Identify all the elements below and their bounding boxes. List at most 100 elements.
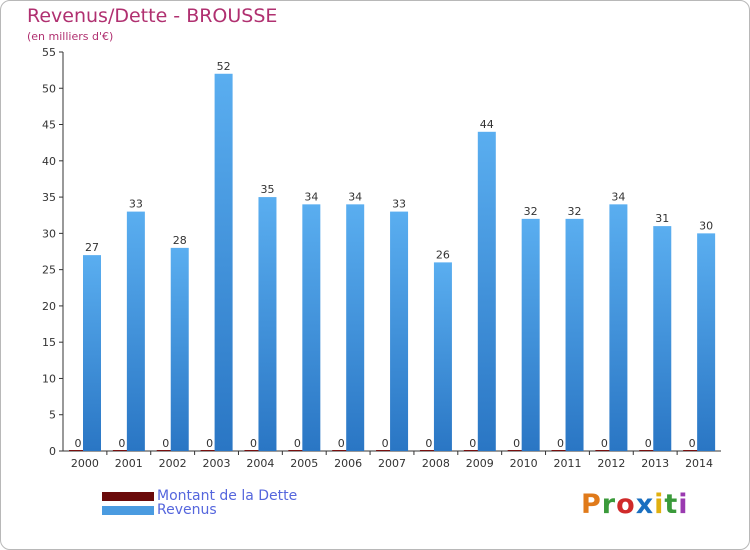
bar-dette	[463, 450, 482, 451]
bar-revenus	[565, 218, 584, 451]
data-label-revenus: 32	[568, 205, 582, 218]
data-label-revenus: 34	[304, 190, 318, 203]
x-tick-label: 2003	[203, 457, 231, 470]
legend-swatch-dette	[102, 491, 154, 501]
data-label-revenus: 34	[611, 190, 625, 203]
x-tick-label: 2002	[159, 457, 187, 470]
data-label-dette: 0	[601, 437, 608, 450]
bar-revenus	[214, 73, 233, 451]
bar-revenus	[521, 218, 540, 451]
data-label-dette: 0	[75, 437, 82, 450]
data-label-dette: 0	[338, 437, 345, 450]
data-label-dette: 0	[469, 437, 476, 450]
x-tick-label: 2014	[685, 457, 713, 470]
proxiti-logo: Proxiti	[581, 489, 689, 520]
bar-revenus	[609, 204, 628, 451]
x-tick-label: 2010	[510, 457, 538, 470]
legend-item-dette: Montant de la Dette	[102, 488, 298, 504]
logo-letter: i	[654, 489, 665, 520]
x-tick-label: 2001	[115, 457, 143, 470]
data-label-revenus: 30	[699, 219, 713, 232]
data-label-dette: 0	[294, 437, 301, 450]
bar-dette	[551, 450, 570, 451]
y-tick-label: 55	[42, 46, 56, 59]
bar-revenus	[390, 211, 409, 451]
data-label-dette: 0	[645, 437, 652, 450]
bar-revenus	[477, 131, 496, 452]
chart-bars: 0 27 0 33 0 28 0 52 0 35 0 34 0 34 0 33 0 26 0 44 0 32 0 32 0 34 0…	[69, 60, 716, 452]
x-tick-label: 2009	[466, 457, 494, 470]
y-tick-label: 0	[49, 445, 56, 458]
data-label-dette: 0	[250, 437, 257, 450]
y-tick-label: 40	[42, 155, 56, 168]
logo-letter: x	[635, 489, 655, 520]
data-label-revenus: 26	[436, 248, 450, 261]
x-tick-label: 2008	[422, 457, 450, 470]
data-label-revenus: 34	[348, 190, 362, 203]
data-label-revenus: 32	[524, 205, 538, 218]
data-label-revenus: 44	[480, 118, 494, 131]
y-tick-label: 10	[42, 372, 56, 385]
bar-dette	[288, 450, 307, 451]
bar-revenus	[653, 226, 672, 451]
data-label-dette: 0	[425, 437, 432, 450]
logo-letter: i	[678, 489, 689, 520]
bar-dette	[112, 450, 131, 451]
bar-dette	[639, 450, 658, 451]
y-tick-label: 50	[42, 82, 56, 95]
legend-swatch-revenus	[102, 505, 154, 515]
data-label-revenus: 33	[129, 198, 143, 211]
x-tick-label: 2000	[71, 457, 99, 470]
y-tick-label: 25	[42, 264, 56, 277]
legend-label-dette: Montant de la Dette	[157, 488, 298, 504]
bar-dette	[69, 450, 87, 451]
bar-dette	[332, 450, 351, 451]
y-tick-label: 45	[42, 119, 56, 132]
y-tick-label: 15	[42, 336, 56, 349]
bar-revenus	[346, 204, 365, 451]
legend-item-revenus: Revenus	[102, 502, 217, 518]
data-label-dette: 0	[557, 437, 564, 450]
bar-dette	[156, 450, 175, 451]
bar-revenus	[170, 247, 189, 451]
bar-revenus	[697, 233, 716, 451]
x-tick-label: 2005	[290, 457, 318, 470]
data-label-revenus: 52	[217, 60, 231, 73]
x-tick-label: 2007	[378, 457, 406, 470]
x-tick-label: 2004	[246, 457, 274, 470]
bar-revenus	[258, 197, 277, 451]
bar-revenus	[302, 204, 321, 451]
bar-revenus	[433, 262, 452, 451]
bar-dette	[200, 450, 219, 451]
data-label-dette: 0	[382, 437, 389, 450]
logo-letter: o	[616, 489, 636, 520]
bar-dette	[595, 450, 614, 451]
y-tick-label: 35	[42, 191, 56, 204]
x-tick-label: 2011	[553, 457, 581, 470]
chart-subtitle: (en milliers d'€)	[27, 30, 114, 43]
bar-dette	[419, 450, 438, 451]
logo-letter: t	[664, 489, 679, 520]
chart-title: Revenus/Dette - BROUSSE	[27, 5, 278, 27]
x-tick-label: 2012	[597, 457, 625, 470]
bar-dette	[683, 450, 702, 451]
bar-dette	[376, 450, 395, 451]
x-tick-label: 2006	[334, 457, 362, 470]
data-label-dette: 0	[118, 437, 125, 450]
y-tick-label: 20	[42, 300, 56, 313]
data-label-dette: 0	[206, 437, 213, 450]
data-label-revenus: 35	[260, 183, 274, 196]
data-label-revenus: 31	[655, 212, 669, 225]
data-label-dette: 0	[689, 437, 696, 450]
legend-label-revenus: Revenus	[157, 502, 217, 518]
y-tick-label: 30	[42, 227, 56, 240]
data-label-revenus: 27	[85, 241, 99, 254]
logo-letter: P	[581, 489, 602, 520]
data-label-dette: 0	[513, 437, 520, 450]
bar-dette	[244, 450, 263, 451]
bar-revenus	[83, 255, 101, 451]
x-tick-label: 2013	[641, 457, 669, 470]
data-label-revenus: 33	[392, 198, 406, 211]
